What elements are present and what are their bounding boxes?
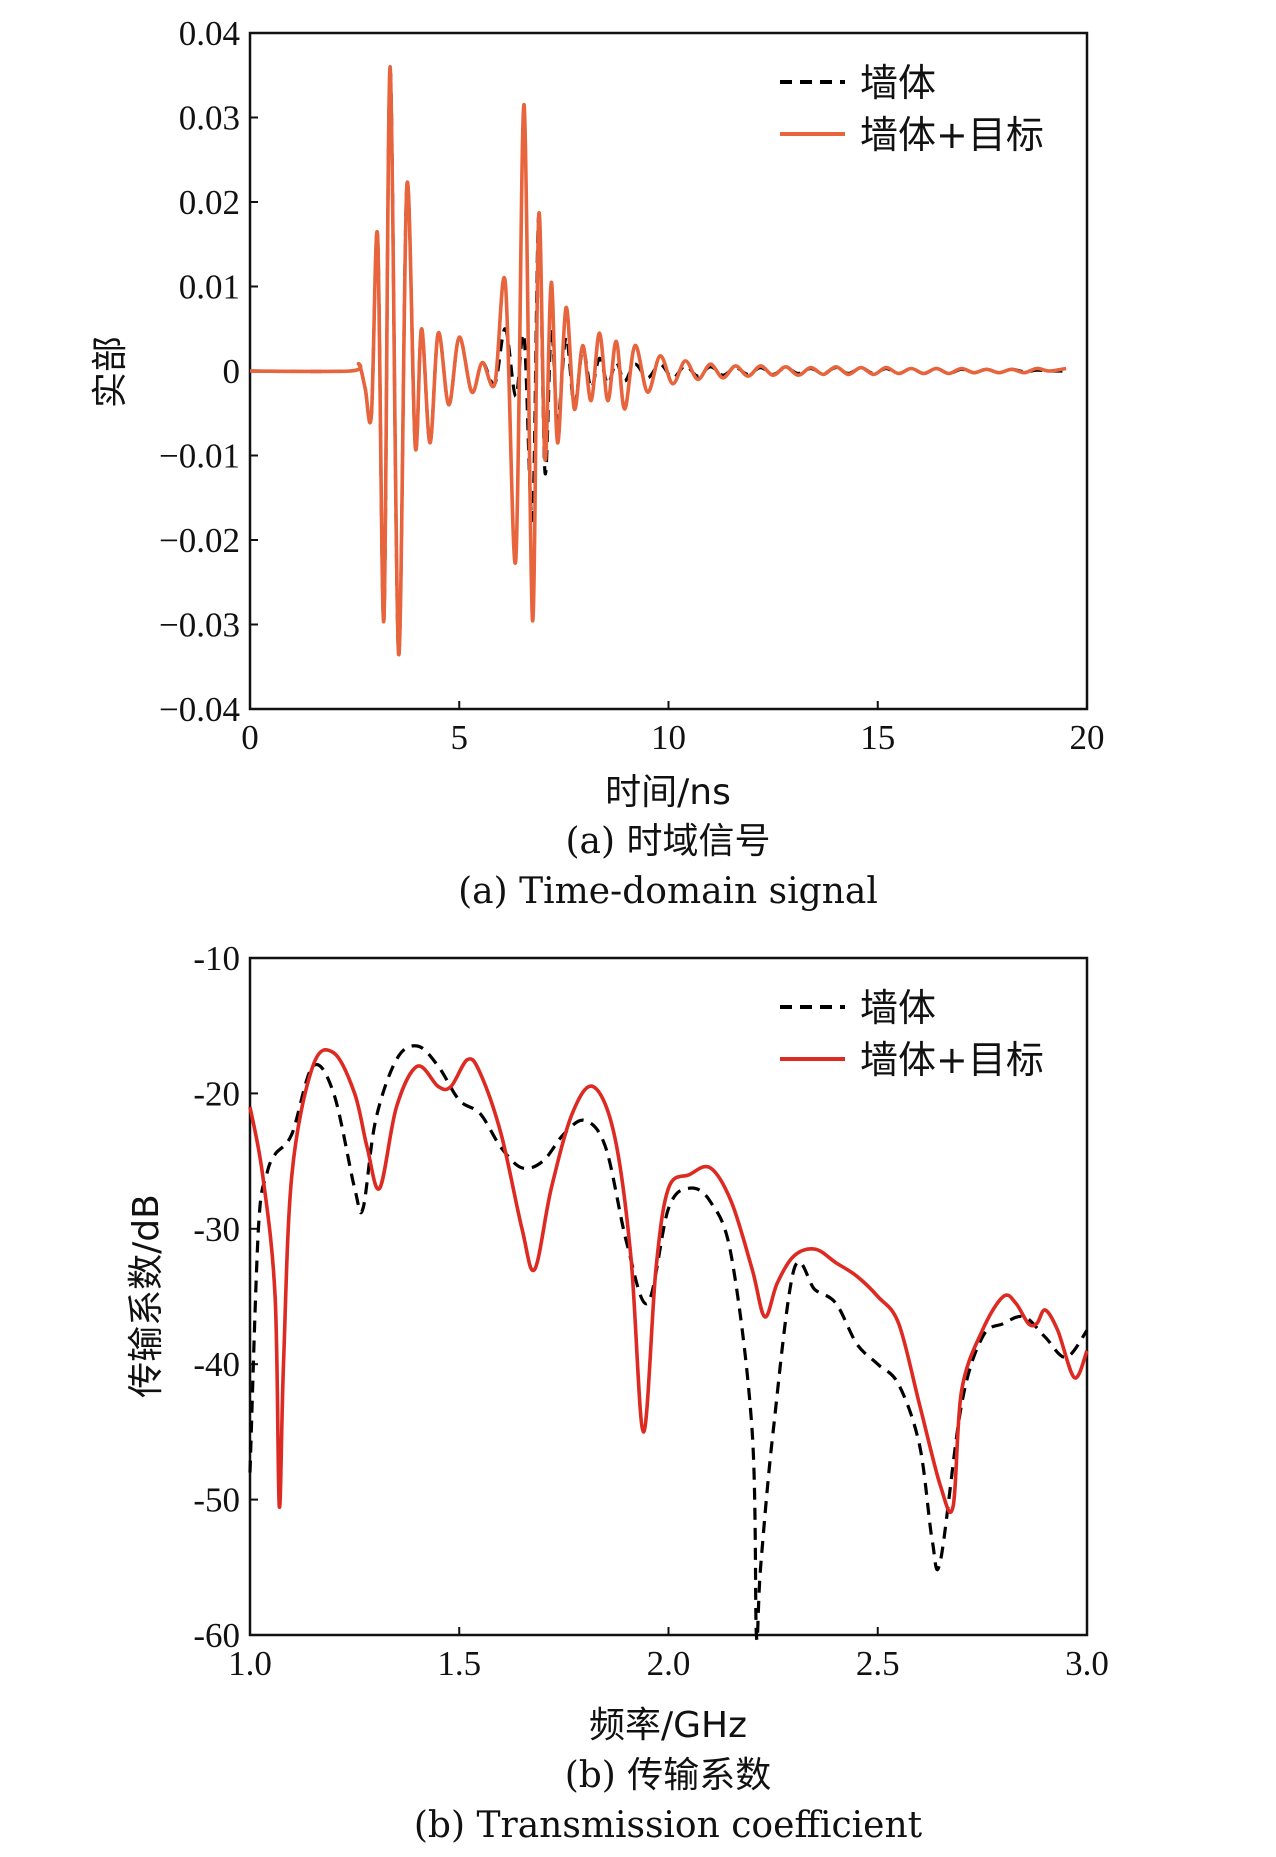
x-tick-labels: 0 5 10 15 20 xyxy=(241,718,1104,757)
x-tick-label: 3.0 xyxy=(1065,1644,1109,1683)
x-tick-labels: 1.0 1.5 2.0 2.5 3.0 xyxy=(228,1644,1109,1683)
legend: 墙体 墙体+目标 xyxy=(780,986,1044,1082)
caption-en: (b) Transmission coefficient xyxy=(414,1805,923,1846)
x-tick-label: 0 xyxy=(241,718,259,757)
legend-label-wall: 墙体 xyxy=(860,986,936,1030)
x-tick-label: 2.5 xyxy=(856,1644,900,1683)
x-axis-label: 频率/GHz xyxy=(589,1705,747,1746)
y-tick-label: −0.04 xyxy=(159,690,240,729)
caption-cn: (b) 传输系数 xyxy=(565,1755,772,1796)
y-tick-label: -30 xyxy=(193,1210,240,1249)
legend: 墙体 墙体+目标 xyxy=(780,61,1044,157)
x-axis-label: 时间/ns xyxy=(605,772,731,813)
y-tick-labels: 0.04 0.03 0.02 0.01 0 −0.01 −0.02 −0.03 −0.04 xyxy=(159,14,240,729)
series-line-wall xyxy=(248,1044,1089,1642)
series-lines xyxy=(248,1044,1089,1642)
x-tick-label: 20 xyxy=(1070,718,1105,757)
y-tick-label: 0.03 xyxy=(179,99,240,138)
chart-time-domain: 0 5 10 15 20 0.04 0.03 0.02 0.01 0 −0.01 −0.02 −0.0… xyxy=(90,14,1105,912)
chart-transmission: 1.0 1.5 2.0 2.5 3.0 -10 -20 -30 -40 -50 -60 墙体 墙体… xyxy=(126,939,1109,1846)
y-axis-label: 实部 xyxy=(90,336,131,408)
series-line-wall-target xyxy=(248,1047,1089,1515)
y-tick-label: -60 xyxy=(193,1616,240,1655)
legend-label-wall-target: 墙体+目标 xyxy=(860,1038,1044,1082)
y-axis-label: 传输系数/dB xyxy=(126,1194,167,1398)
y-tick-label: 0 xyxy=(223,352,241,391)
x-tick-label: 5 xyxy=(451,718,469,757)
y-tick-label: −0.02 xyxy=(159,521,240,560)
x-tick-label: 2.0 xyxy=(647,1644,691,1683)
series-line-wall-target xyxy=(249,64,1067,656)
x-tick-label: 10 xyxy=(651,718,686,757)
legend-label-wall-target: 墙体+目标 xyxy=(860,113,1044,157)
y-tick-label: 0.04 xyxy=(179,14,240,53)
caption-cn: (a) 时域信号 xyxy=(566,821,771,862)
y-tick-label: -50 xyxy=(193,1481,240,1520)
y-tick-label: −0.03 xyxy=(159,606,240,645)
legend-label-wall: 墙体 xyxy=(860,61,936,105)
x-tick-label: 1.0 xyxy=(228,1644,272,1683)
x-tick-label: 15 xyxy=(860,718,895,757)
y-tick-label: −0.01 xyxy=(159,437,240,476)
caption-en: (a) Time-domain signal xyxy=(458,871,878,912)
y-tick-label: -10 xyxy=(193,939,240,978)
y-tick-labels: -10 -20 -30 -40 -50 -60 xyxy=(193,939,240,1655)
y-tick-label: -20 xyxy=(193,1074,240,1113)
x-tick-label: 1.5 xyxy=(437,1644,481,1683)
tick-marks xyxy=(249,957,1088,1636)
y-tick-label: -40 xyxy=(193,1345,240,1384)
y-tick-label: 0.02 xyxy=(179,183,240,222)
series-lines xyxy=(249,64,1067,656)
y-tick-label: 0.01 xyxy=(179,268,240,307)
